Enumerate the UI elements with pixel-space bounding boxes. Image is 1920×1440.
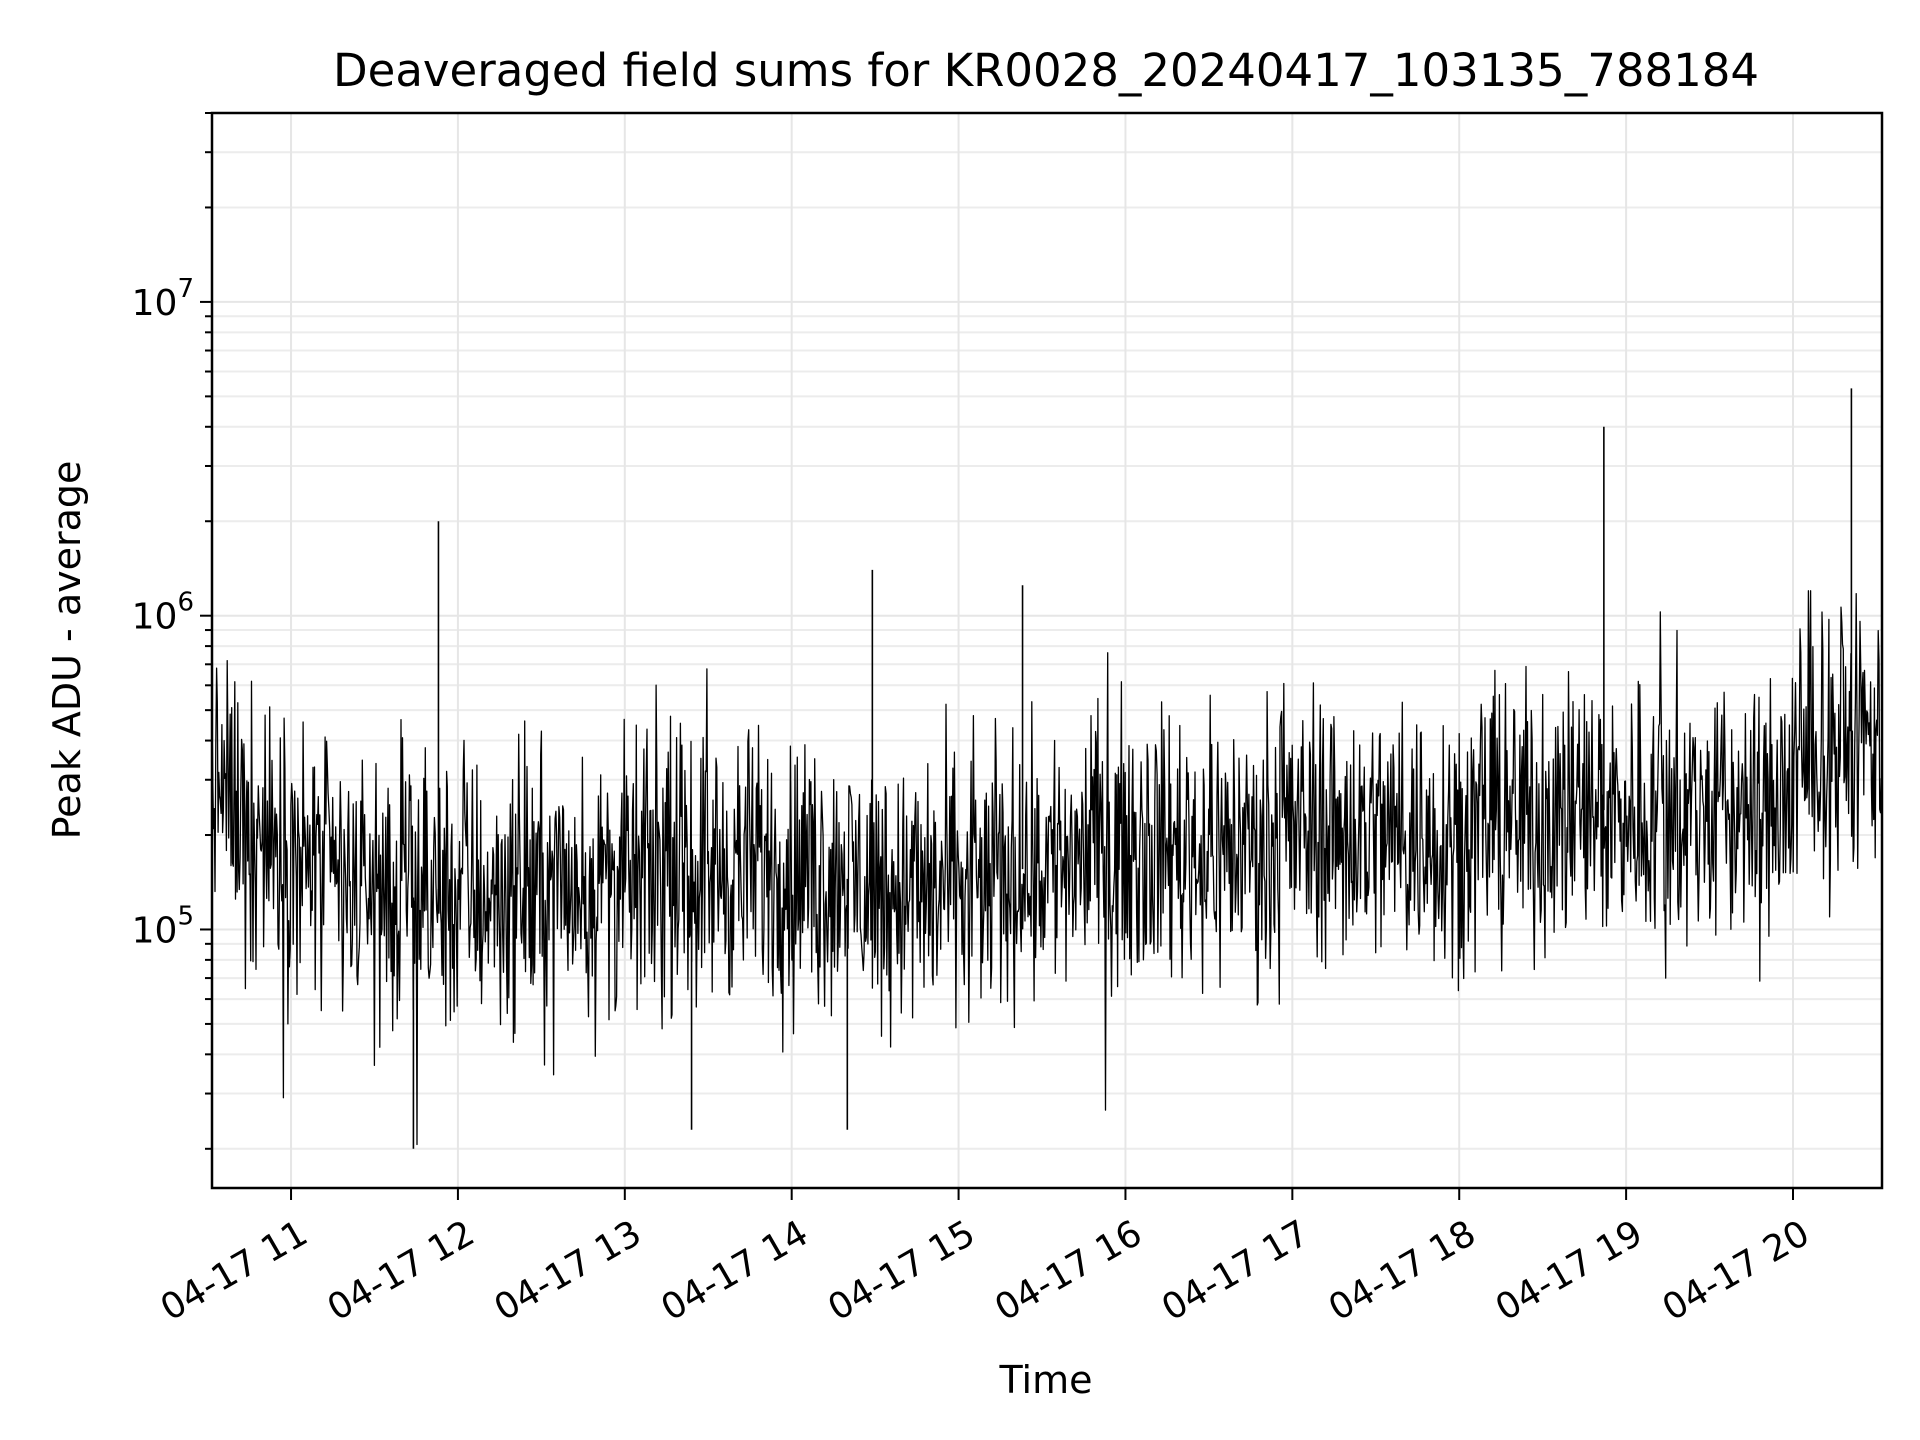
plot-frame — [210, 111, 1884, 1190]
y-tick-label: 105 — [132, 901, 194, 951]
series-layer — [211, 388, 1883, 1149]
x-axis-label: Time — [999, 1358, 1093, 1402]
y-tick-label: 106 — [132, 588, 194, 638]
y-tick-label: 107 — [132, 274, 194, 324]
chart-title: Deaveraged field sums for KR0028_2024041… — [333, 44, 1759, 97]
series-line — [211, 590, 1883, 1146]
y-axis-label: Peak ADU - average — [45, 461, 89, 840]
